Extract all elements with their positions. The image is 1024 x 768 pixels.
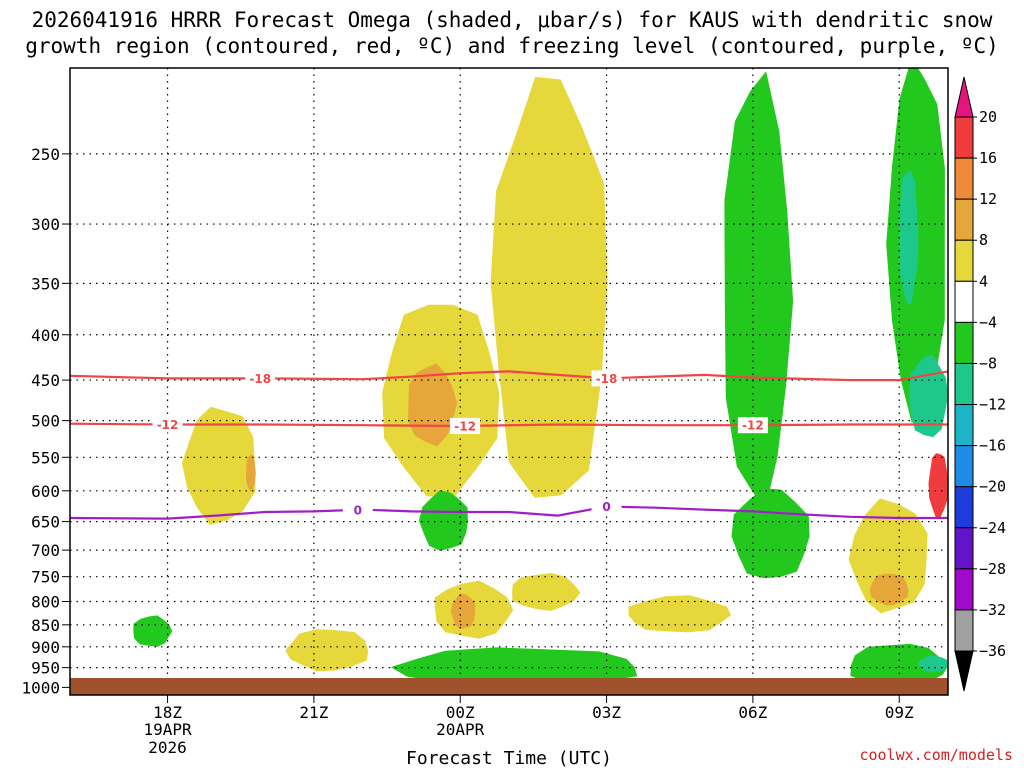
- xtick-date-label: 20APR: [436, 720, 485, 739]
- omega-shading: [133, 68, 948, 689]
- colorbar-band: [954, 486, 974, 529]
- x-axis-label: Forecast Time (UTC): [406, 748, 612, 768]
- colorbar-band: [954, 280, 974, 323]
- isotherm-line-3: [70, 505, 948, 520]
- omega-region-21: [909, 354, 948, 438]
- pressure-axis: 250 300 350 400 450 500 550 600 650 700 750 800 850 9…: [21, 145, 70, 697]
- colorbar-label: 12: [979, 190, 997, 208]
- colorbar-label: −32: [979, 601, 1006, 619]
- colorbar-band: [954, 239, 974, 282]
- omega-region-13: [724, 71, 794, 510]
- ytick-label: 650: [31, 513, 60, 532]
- isotherm-label: 0: [354, 503, 362, 517]
- ytick-label: 700: [31, 541, 60, 560]
- ytick-label: 750: [31, 568, 60, 587]
- ytick-label: 800: [31, 593, 60, 612]
- colorbar-label: 4: [979, 272, 988, 290]
- isotherm-label-bg: [342, 501, 373, 518]
- omega-region-5: [246, 454, 256, 492]
- colorbar-min-arrow: [954, 650, 974, 692]
- omega-region-16: [898, 171, 919, 305]
- colorbar-label: −12: [979, 396, 1006, 414]
- isotherm-contours: -18 -18 -12 -12 -12 0 0: [70, 370, 948, 520]
- xtick-label: 06Z: [738, 703, 767, 722]
- colorbar-band: [954, 321, 974, 364]
- ytick-label: 600: [31, 482, 60, 501]
- isotherm-label: 0: [602, 500, 610, 514]
- ytick-label: 400: [31, 326, 60, 345]
- ytick-label: 300: [31, 215, 60, 234]
- isotherm-label: -18: [596, 372, 618, 386]
- ytick-label: 250: [31, 145, 60, 164]
- isotherm-label: -12: [454, 419, 476, 433]
- ytick-label: 500: [31, 412, 60, 431]
- colorbar-band: [954, 404, 974, 447]
- colorbar-label: −16: [979, 437, 1006, 455]
- omega-region-18: [419, 490, 468, 551]
- colorbar-band: [954, 198, 974, 241]
- colorbar: 20 16 12 8 4 −4 −8 −12 −16 −20 −24 −28 −32 −36: [954, 76, 1006, 692]
- isotherm-label-bg: [245, 370, 276, 387]
- colorbar-band: [954, 362, 974, 406]
- isotherm-label: -12: [157, 418, 179, 432]
- isotherm-line-1: [70, 370, 948, 382]
- colorbar-band: [954, 157, 974, 200]
- ytick-label: 1000: [21, 678, 60, 697]
- isotherm-label-bg: [450, 417, 481, 434]
- colorbar-label: −36: [979, 642, 1006, 660]
- colorbar-label: 16: [979, 149, 997, 167]
- colorbar-max-arrow: [954, 76, 974, 118]
- isotherm-label: -18: [249, 372, 271, 386]
- colorbar-label: −28: [979, 560, 1006, 578]
- omega-region-10: [628, 595, 731, 633]
- isotherm-label-bg: [591, 370, 622, 387]
- colorbar-label: −20: [979, 478, 1006, 496]
- xtick-label: 00Z: [446, 703, 475, 722]
- isotherm-label-bg: [152, 416, 183, 433]
- ytick-label: 350: [31, 274, 60, 293]
- isotherm-label-bg: [591, 498, 622, 515]
- ytick-label: 950: [31, 659, 60, 678]
- colorbar-label: −24: [979, 519, 1006, 537]
- isotherm-line-2: [70, 422, 948, 428]
- ytick-label: 900: [31, 638, 60, 657]
- ytick-label: 450: [31, 371, 60, 390]
- plot-frame: [69, 67, 949, 696]
- ytick-label: 850: [31, 616, 60, 635]
- omega-region-11: [848, 498, 928, 614]
- credit-text: coolwx.com/models: [859, 746, 1013, 764]
- colorbar-band: [954, 609, 974, 652]
- omega-region-3: [490, 76, 608, 498]
- omega-region-9: [512, 573, 581, 611]
- xtick-label: 21Z: [299, 703, 328, 722]
- colorbar-band: [954, 527, 974, 570]
- isotherm-label-bg: [737, 417, 768, 434]
- omega-region-4: [181, 406, 256, 525]
- xtick-label: 03Z: [592, 703, 621, 722]
- terrain-ground: [70, 678, 948, 695]
- chart-title-line1: 2026041916 HRRR Forecast Omega (shaded, …: [32, 8, 993, 32]
- isotherm-label: -12: [742, 419, 764, 433]
- chart-title-line2: growth region (contoured, red, ºC) and f…: [25, 34, 999, 58]
- colorbar-label: 8: [979, 231, 988, 249]
- xtick-label: 09Z: [885, 703, 914, 722]
- colorbar-label: −8: [979, 354, 997, 372]
- omega-region-22: [917, 655, 948, 673]
- omega-region-23: [928, 453, 948, 518]
- omega-region-17: [133, 615, 173, 647]
- xtick-year-label: 2026: [148, 738, 187, 757]
- colorbar-label: 20: [979, 108, 997, 126]
- colorbar-band: [954, 116, 974, 159]
- xtick-date-label: 19APR: [143, 720, 192, 739]
- xtick-label: 18Z: [153, 703, 182, 722]
- colorbar-label: −4: [979, 313, 997, 331]
- omega-region-8: [285, 629, 369, 672]
- ytick-label: 550: [31, 448, 60, 467]
- colorbar-band: [954, 445, 974, 488]
- colorbar-band: [954, 568, 974, 611]
- omega-region-7: [450, 593, 476, 629]
